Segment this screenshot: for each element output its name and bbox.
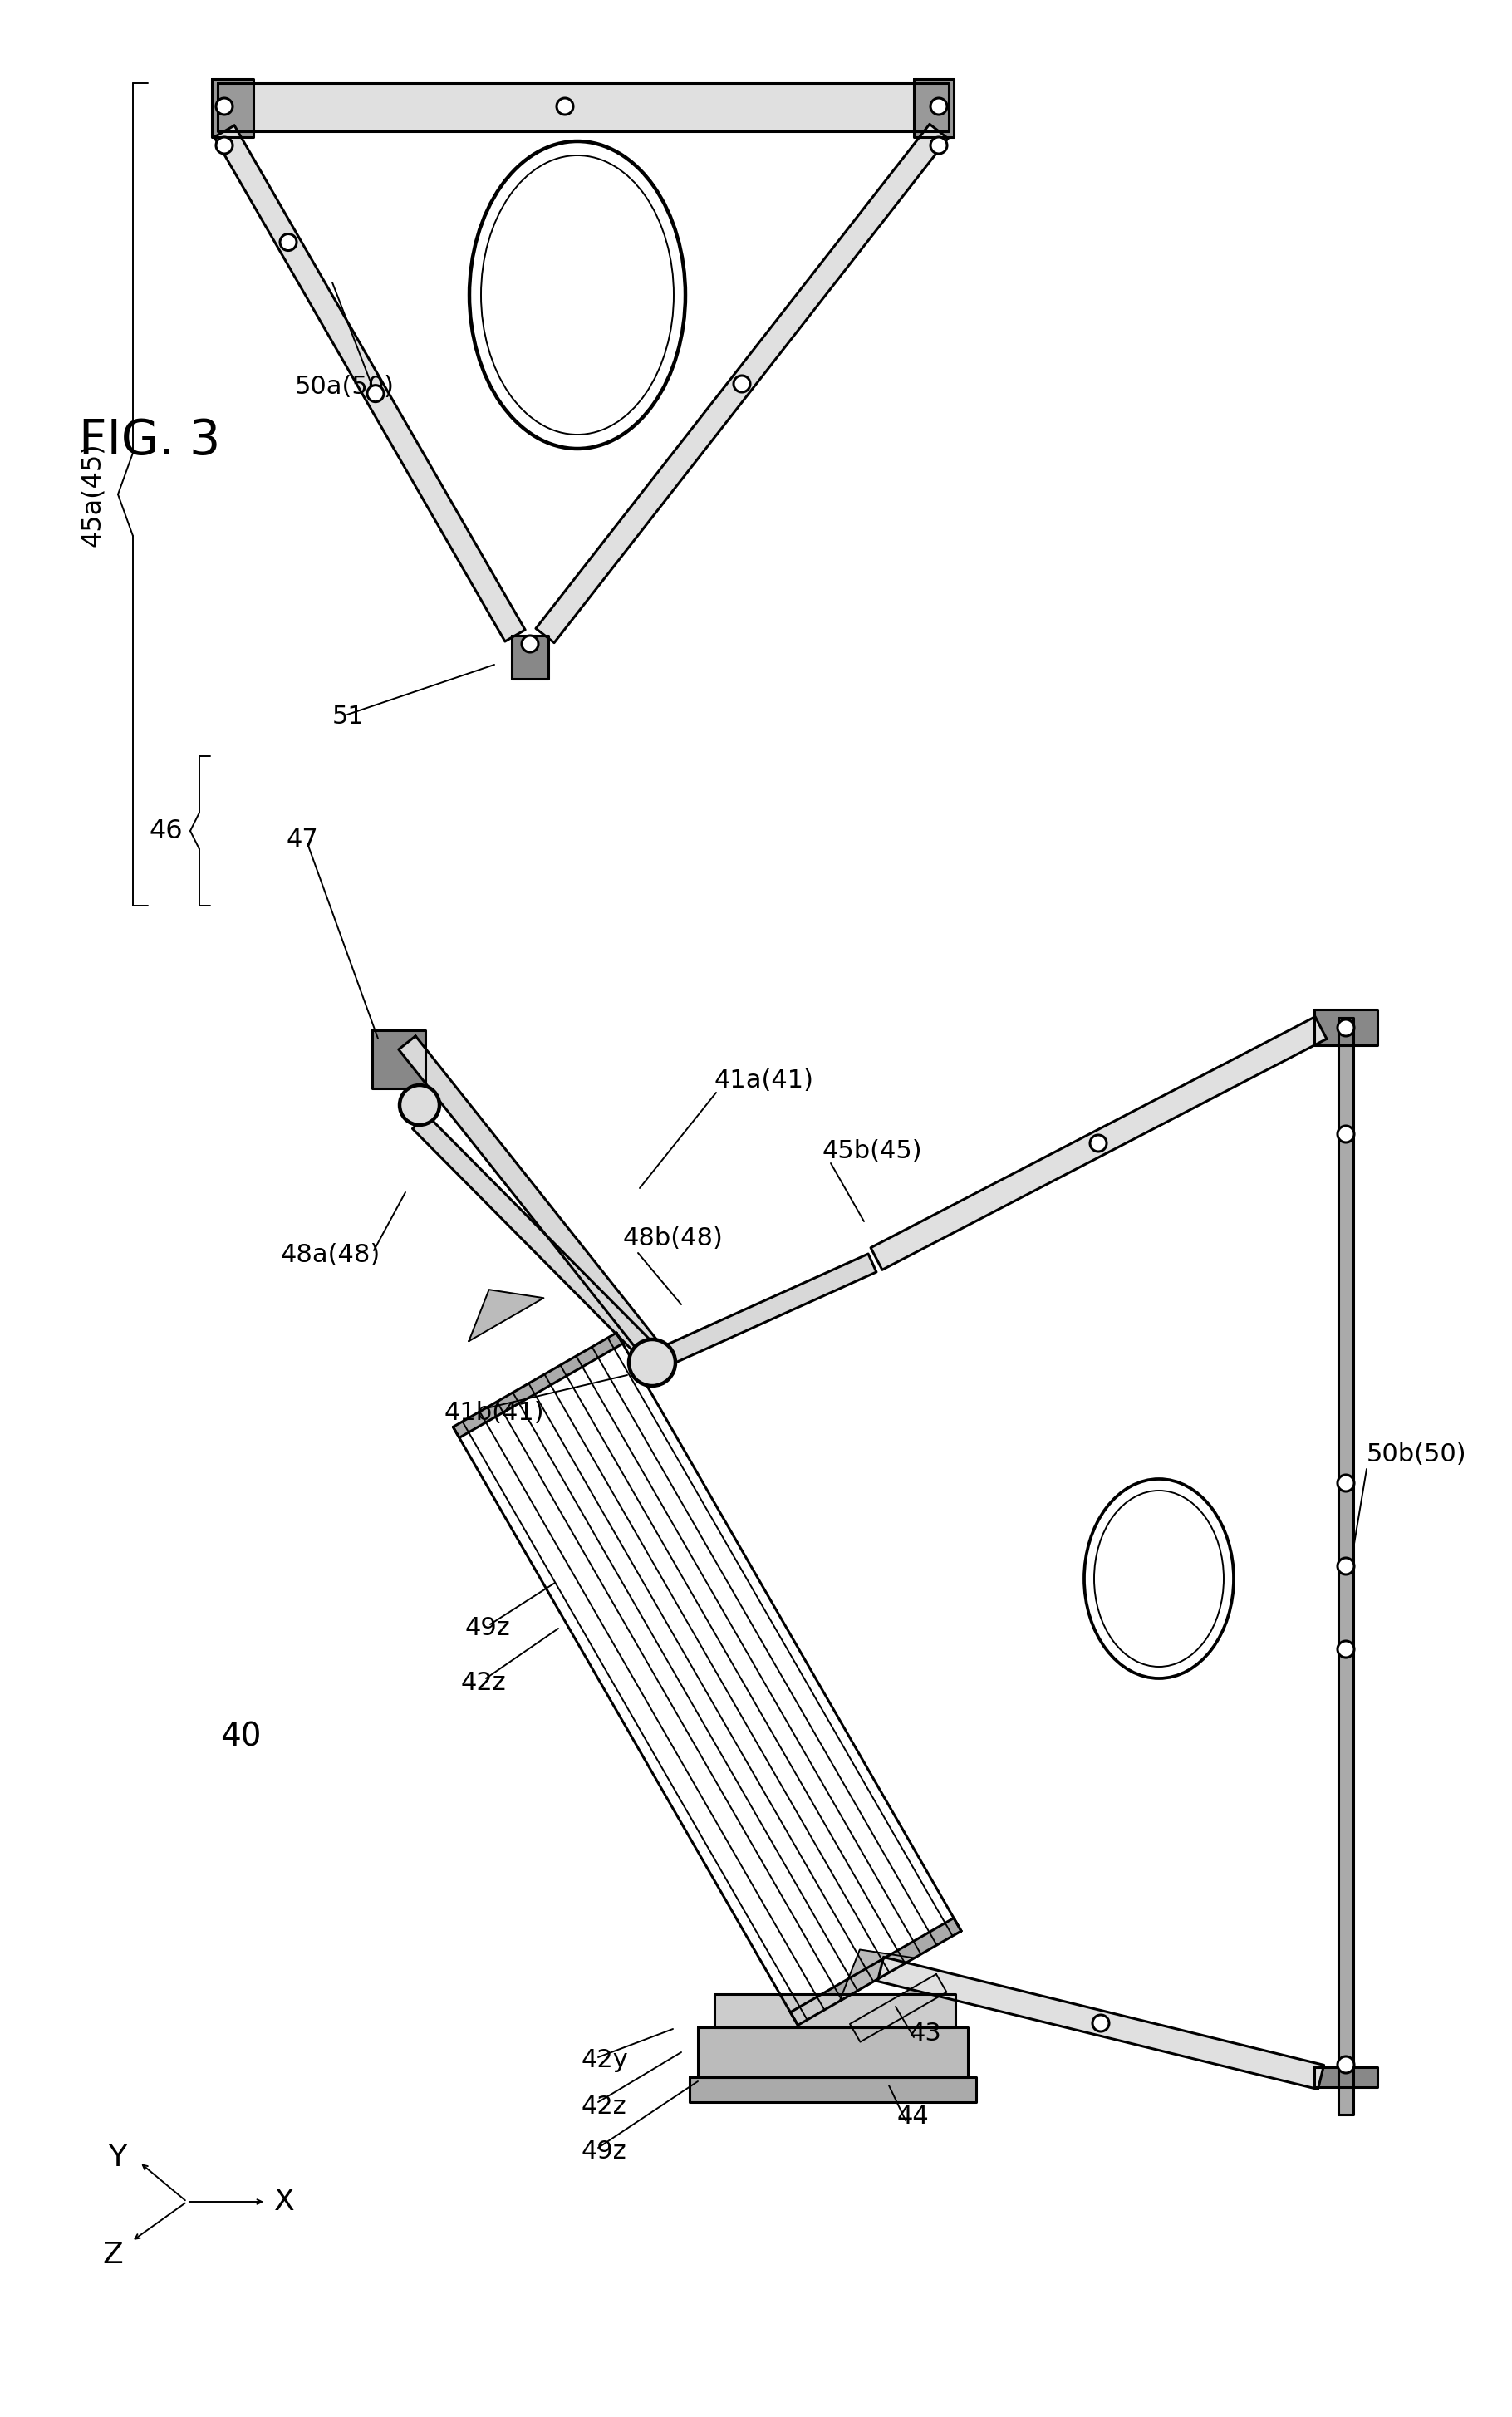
Text: 41a(41): 41a(41) <box>715 1068 813 1092</box>
Text: 45a(45): 45a(45) <box>80 442 106 546</box>
Circle shape <box>367 384 384 401</box>
Polygon shape <box>850 1975 947 2042</box>
Polygon shape <box>212 80 254 138</box>
Text: 49z: 49z <box>466 1617 511 1641</box>
Text: 46: 46 <box>150 817 183 844</box>
Polygon shape <box>372 1030 425 1088</box>
Circle shape <box>216 138 233 155</box>
Circle shape <box>280 234 296 251</box>
Circle shape <box>1338 1559 1355 1573</box>
Text: 45b(45): 45b(45) <box>823 1138 922 1163</box>
Ellipse shape <box>1084 1479 1234 1677</box>
Ellipse shape <box>469 140 685 450</box>
Text: Y: Y <box>109 2144 127 2173</box>
Text: 40: 40 <box>221 1721 262 1752</box>
Circle shape <box>1338 1126 1355 1143</box>
Text: 44: 44 <box>897 2105 930 2129</box>
Circle shape <box>1093 2016 1110 2030</box>
Text: 43: 43 <box>910 2023 942 2047</box>
Text: 42y: 42y <box>582 2050 629 2074</box>
Circle shape <box>1338 1474 1355 1491</box>
Polygon shape <box>454 1332 623 1438</box>
Text: X: X <box>274 2187 295 2216</box>
Polygon shape <box>535 123 948 643</box>
Polygon shape <box>218 82 948 131</box>
Text: 49z: 49z <box>582 2139 627 2163</box>
Polygon shape <box>399 1037 656 1354</box>
Polygon shape <box>839 1951 915 2001</box>
Polygon shape <box>877 1958 1325 2088</box>
Circle shape <box>733 375 750 392</box>
Circle shape <box>522 636 538 653</box>
Text: 42z: 42z <box>461 1670 507 1694</box>
Polygon shape <box>699 2028 968 2076</box>
Polygon shape <box>1314 2067 1377 2088</box>
Polygon shape <box>215 126 525 641</box>
Circle shape <box>556 99 573 114</box>
Text: 48b(48): 48b(48) <box>623 1225 724 1250</box>
Text: 48a(48): 48a(48) <box>281 1242 381 1267</box>
Circle shape <box>629 1339 676 1385</box>
Circle shape <box>216 99 233 114</box>
Polygon shape <box>469 1291 544 1341</box>
Polygon shape <box>791 1919 962 2025</box>
Text: 51: 51 <box>333 703 364 728</box>
Circle shape <box>1338 1641 1355 1658</box>
Polygon shape <box>715 1994 956 2028</box>
Polygon shape <box>913 80 954 138</box>
Circle shape <box>930 99 947 114</box>
Circle shape <box>1338 1020 1355 1037</box>
Polygon shape <box>511 636 549 679</box>
Text: 50a(50): 50a(50) <box>295 375 395 399</box>
Circle shape <box>1338 2057 1355 2074</box>
Circle shape <box>930 138 947 155</box>
Polygon shape <box>1338 1018 1353 2115</box>
Text: 50b(50): 50b(50) <box>1367 1443 1467 1467</box>
Text: Z: Z <box>103 2241 122 2270</box>
Text: 42z: 42z <box>582 2093 627 2117</box>
Polygon shape <box>871 1018 1326 1269</box>
Circle shape <box>1090 1136 1107 1150</box>
Text: 47: 47 <box>287 827 319 851</box>
Text: FIG. 3: FIG. 3 <box>79 416 221 464</box>
Text: 41b(41): 41b(41) <box>445 1399 544 1424</box>
Polygon shape <box>413 1114 652 1354</box>
Polygon shape <box>689 2076 977 2103</box>
Polygon shape <box>1314 1010 1377 1044</box>
Polygon shape <box>656 1254 877 1368</box>
Circle shape <box>399 1085 440 1124</box>
